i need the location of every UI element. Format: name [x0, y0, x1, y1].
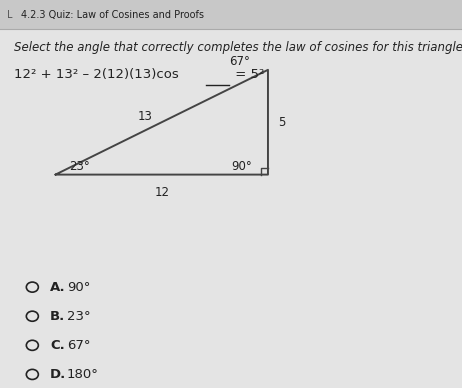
Text: 12² + 13² – 2(12)(13)cos: 12² + 13² – 2(12)(13)cos	[14, 68, 183, 81]
Text: 4.2.3 Quiz: Law of Cosines and Proofs: 4.2.3 Quiz: Law of Cosines and Proofs	[21, 10, 204, 19]
Text: 90°: 90°	[231, 159, 252, 173]
Text: L: L	[7, 10, 12, 19]
FancyBboxPatch shape	[0, 0, 462, 29]
Text: C.: C.	[50, 339, 65, 352]
Text: 67°: 67°	[229, 55, 249, 68]
Text: 67°: 67°	[67, 339, 91, 352]
Text: 23°: 23°	[69, 159, 90, 173]
Text: 90°: 90°	[67, 281, 91, 294]
Text: D.: D.	[50, 368, 66, 381]
Text: B.: B.	[50, 310, 65, 323]
Text: 12: 12	[154, 186, 169, 199]
Text: A.: A.	[50, 281, 66, 294]
Text: Select the angle that correctly completes the law of cosines for this triangle.: Select the angle that correctly complete…	[14, 41, 462, 54]
Text: 5: 5	[278, 116, 286, 129]
Text: 13: 13	[138, 110, 153, 123]
Text: 180°: 180°	[67, 368, 99, 381]
Text: 23°: 23°	[67, 310, 91, 323]
Text: = 5²: = 5²	[231, 68, 264, 81]
